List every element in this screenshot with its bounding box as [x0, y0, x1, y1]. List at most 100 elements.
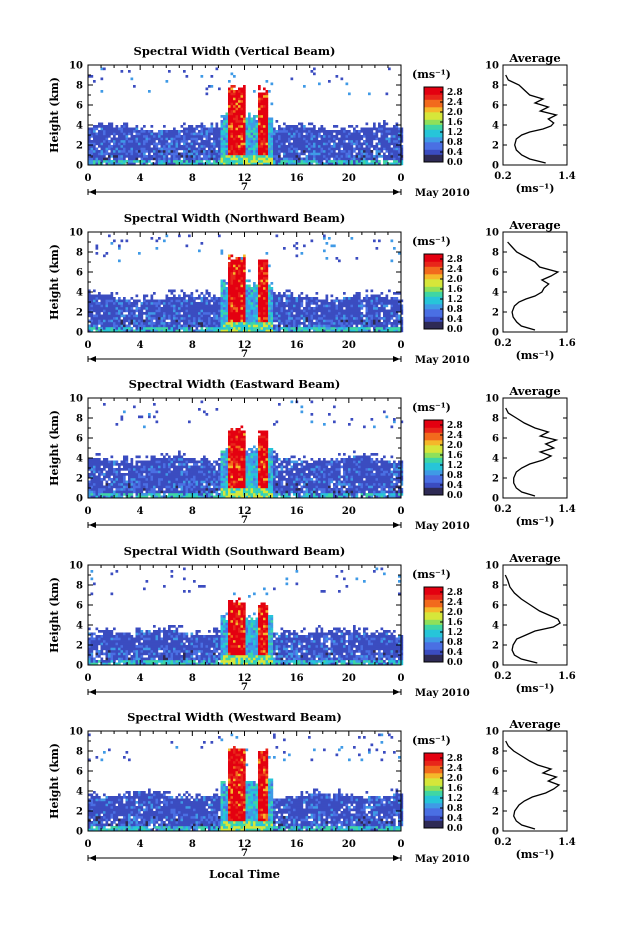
heatmap-cell: [385, 140, 389, 143]
heatmap-cell: [340, 329, 344, 333]
heatmap-cell: [173, 140, 176, 143]
heatmap-cell: [220, 132, 224, 136]
heatmap-cell: [218, 147, 221, 151]
heatmap-cell: [170, 322, 174, 325]
heatmap-cell: [143, 152, 146, 156]
heatmap-cell: [363, 152, 366, 156]
heatmap-cell: [140, 130, 144, 133]
heatmap-cell: [245, 117, 249, 121]
heatmap-cell: [135, 150, 139, 153]
heatmap-cell: [163, 130, 166, 133]
heatmap-cell: [185, 309, 189, 313]
heatmap-cell: [170, 147, 174, 151]
heatmap-cell: [230, 110, 234, 113]
heatmap-cell: [118, 127, 121, 131]
heatmap-cell: [228, 264, 231, 268]
heatmap-cell: [310, 155, 314, 158]
heatmap-cell: [263, 100, 266, 103]
heatmap-cell: [150, 493, 154, 496]
heatmap-cell: [160, 327, 164, 330]
heatmap-cell: [355, 314, 359, 318]
heatmap-cell: [140, 415, 144, 419]
heatmap-cell: [158, 495, 161, 499]
heatmap-cell: [183, 160, 186, 163]
heatmap-cell: [150, 297, 154, 300]
heatmap-cell: [368, 312, 371, 315]
heatmap-cell: [180, 317, 184, 320]
heatmap-cell: [245, 292, 249, 295]
heatmap-cell: [158, 329, 161, 333]
heatmap-cell: [100, 324, 104, 328]
heatmap-cell: [163, 470, 166, 474]
heatmap-cell: [98, 480, 101, 484]
heatmap-cell: [203, 150, 206, 153]
heatmap-cell: [193, 160, 196, 163]
heatmap-cell: [135, 322, 139, 325]
heatmap-cell: [298, 324, 301, 328]
heatmap-cell: [280, 130, 284, 133]
heatmap-cell: [390, 147, 394, 151]
heatmap-cell: [338, 299, 341, 303]
heatmap-cell: [173, 324, 176, 328]
x-tick-label: 4: [137, 340, 144, 351]
heatmap-cell: [135, 135, 139, 138]
heatmap-cell: [218, 155, 221, 158]
heatmap-cell: [118, 312, 121, 315]
heatmap-cell: [270, 297, 274, 300]
heatmap-cell: [100, 468, 104, 471]
heatmap-cell: [183, 162, 186, 166]
heatmap-cell: [225, 127, 229, 131]
heatmap-cell: [225, 112, 229, 116]
heatmap-cell: [120, 307, 124, 310]
heatmap-cell: [95, 247, 99, 250]
heatmap-cell: [130, 493, 134, 496]
heatmap-cell: [218, 324, 221, 328]
heatmap-cell: [263, 259, 266, 263]
heatmap-cell: [340, 135, 344, 138]
heatmap-cell: [243, 304, 246, 308]
heatmap-cell: [165, 152, 169, 156]
heatmap-cell: [320, 162, 324, 166]
heatmap-cell: [140, 485, 144, 489]
heatmap-cell: [130, 329, 134, 333]
heatmap-cell: [298, 297, 301, 300]
heatmap-cell: [375, 297, 379, 300]
heatmap-cell: [390, 135, 394, 138]
heatmap-cell: [103, 67, 106, 71]
heatmap-cell: [258, 264, 261, 268]
heatmap-cell: [160, 485, 164, 489]
heatmap-cell: [218, 132, 221, 136]
heatmap-cell: [160, 324, 164, 328]
heatmap-cell: [208, 292, 211, 295]
heatmap-cell: [390, 329, 394, 333]
heatmap-cell: [128, 480, 131, 484]
heatmap-cell: [135, 460, 139, 464]
heatmap-cell: [243, 277, 246, 280]
heatmap-cell: [218, 162, 221, 166]
heatmap-cell: [353, 299, 356, 303]
heatmap-cell: [258, 277, 261, 280]
heatmap-cell: [130, 304, 134, 308]
heatmap-cell: [373, 147, 376, 151]
heatmap-cell: [293, 304, 296, 308]
heatmap-cell: [198, 130, 201, 133]
heatmap-cell: [265, 297, 269, 300]
heatmap-cell: [215, 132, 219, 136]
heatmap-cell: [145, 455, 149, 459]
heatmap-cell: [175, 137, 179, 141]
heatmap-cell: [123, 458, 126, 461]
heatmap-cell: [310, 322, 314, 325]
heatmap-cell: [175, 297, 179, 300]
heatmap-cell: [383, 312, 386, 315]
heatmap-cell: [105, 312, 109, 315]
heatmap-cell: [123, 299, 126, 303]
heatmap-cell: [273, 307, 276, 310]
heatmap-cell: [300, 160, 304, 163]
heatmap-cell: [285, 302, 289, 305]
heatmap-cell: [388, 137, 391, 141]
heatmap-cell: [115, 127, 119, 131]
heatmap-cell: [260, 117, 264, 121]
heatmap-cell: [228, 105, 231, 108]
heatmap-cell: [220, 145, 224, 148]
heatmap-cell: [278, 312, 281, 315]
